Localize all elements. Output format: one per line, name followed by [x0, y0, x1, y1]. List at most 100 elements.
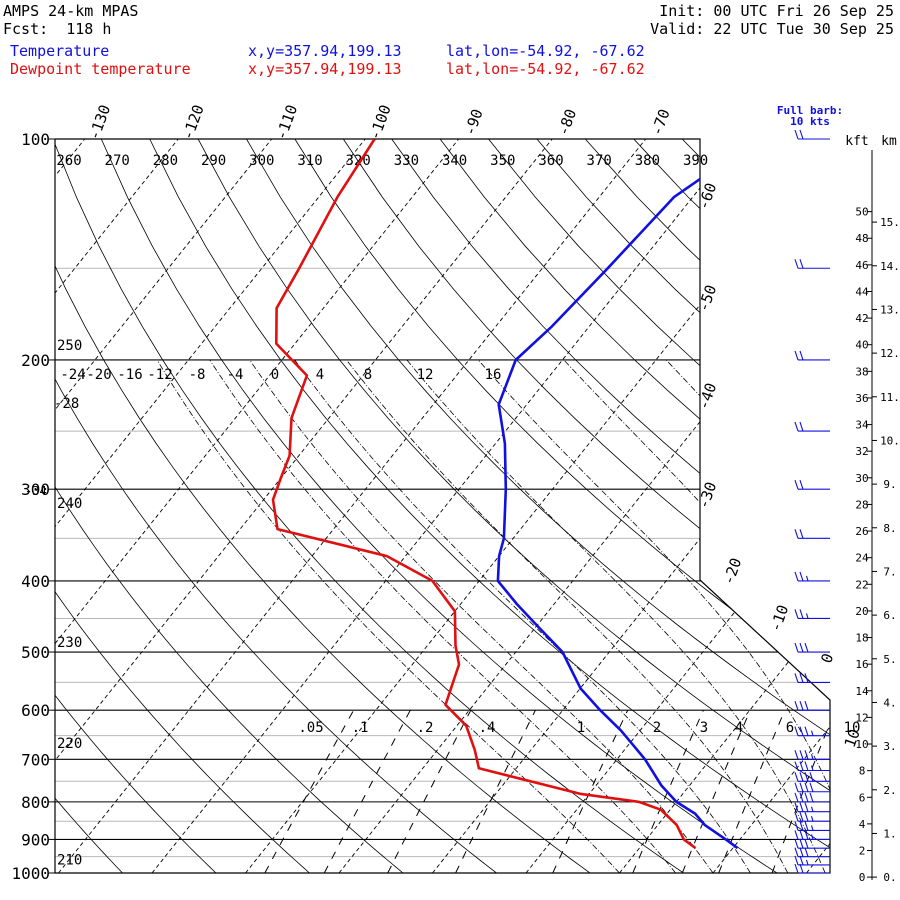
kft-tick-label: 50	[855, 206, 868, 219]
thetae-label: -8	[189, 367, 206, 383]
barb-flag	[794, 609, 799, 619]
km-tick-label: 5.	[883, 653, 896, 666]
pressure-tick-label: 600	[21, 701, 50, 720]
km-tick-label: 14.	[880, 260, 900, 273]
wind-barb	[794, 821, 830, 831]
barb-flag	[794, 480, 799, 490]
isotherm-line	[619, 139, 830, 873]
barb-flag	[799, 259, 804, 269]
kft-tick-label: 38	[855, 365, 868, 378]
pressure-tick-label: 700	[21, 750, 50, 769]
wind-barb	[794, 726, 830, 737]
pressure-tick-label: 200	[21, 351, 50, 370]
barb-flag	[794, 350, 799, 361]
km-tick-label: 2.	[883, 784, 896, 797]
kft-tick-label: 2	[859, 844, 866, 857]
pressure-tick-label: 800	[21, 793, 50, 812]
kft-tick-label: 0	[859, 871, 866, 884]
moist-adiabat-line	[249, 359, 714, 873]
valid-time: Valid: 22 UTC Tue 30 Sep 25	[650, 20, 894, 38]
barb-flag	[799, 480, 804, 490]
wind-barb	[794, 838, 830, 849]
isotherm-top-label: -130	[85, 102, 114, 142]
mixing-ratio-line	[387, 709, 472, 873]
mixing-ratio-label: .4	[479, 720, 496, 736]
wind-barb	[794, 830, 830, 840]
barb-flag	[794, 673, 799, 683]
barb-flag	[799, 802, 804, 812]
barb-flag	[804, 838, 809, 849]
mixing-ratio-label: .1	[352, 720, 369, 736]
pressure-tick-label: 400	[21, 572, 50, 591]
mixing-ratio-label: 1	[577, 720, 585, 736]
thetae-label: 16	[485, 367, 502, 383]
theta-top-label: 280	[153, 153, 178, 169]
theta-top-label: 310	[297, 153, 322, 169]
barb-half-flag	[810, 834, 814, 840]
wind-barb	[794, 700, 830, 711]
barb-flag	[804, 642, 809, 653]
km-tick-label: 8.	[883, 522, 896, 535]
barb-flag	[794, 259, 799, 269]
km-tick-label: 15.	[880, 216, 900, 229]
wind-barb	[794, 571, 830, 582]
isotherm-line	[151, 139, 740, 873]
barb-flag	[804, 761, 809, 771]
barb-flag	[794, 642, 799, 653]
mixing-ratio-line	[771, 710, 830, 873]
barb-flag	[799, 642, 804, 653]
plot-border	[54, 138, 831, 874]
km-tick-label: 0.	[883, 871, 896, 884]
legend-dewpoint-xy: x,y=357.94,199.13	[248, 60, 402, 78]
isotherm-right-label: 10	[841, 727, 864, 750]
kft-tick-label: 10	[855, 738, 868, 751]
dry-adiabat-line	[55, 139, 310, 873]
dry-adiabat-line	[778, 139, 830, 873]
dry-adiabat-line	[55, 139, 123, 873]
dry-adiabat-line	[55, 139, 217, 873]
barb-flag	[804, 750, 809, 760]
thetae-label: -12	[147, 367, 172, 383]
barb-flag	[799, 761, 804, 771]
barb-flag	[799, 838, 804, 849]
barb-flag	[809, 782, 814, 792]
thetae-label: 0	[271, 367, 279, 383]
mixing-ratio-line	[552, 709, 629, 873]
dry-adiabat-line	[391, 139, 830, 873]
barb-flag	[799, 673, 804, 683]
wind-barb	[794, 782, 830, 793]
barb-flag	[804, 700, 809, 711]
moist-adiabat-line	[209, 359, 676, 873]
isotherm-top-label: -80	[554, 107, 580, 139]
pressure-tick-label: 300	[21, 480, 50, 499]
barb-flag	[799, 863, 804, 874]
kft-tick-label: 20	[855, 605, 868, 618]
barb-half-flag	[810, 754, 814, 760]
barb-flag	[794, 838, 799, 849]
theta-top-label: 300	[249, 153, 274, 169]
moist-adiabat-line	[406, 359, 826, 873]
kft-tick-label: 44	[855, 285, 869, 298]
dry-adiabat-line	[439, 139, 830, 873]
barb-half-flag	[805, 575, 809, 582]
barb-flag	[794, 830, 799, 840]
barb-flag	[794, 750, 799, 760]
legend-temperature-latlon: lat,lon=-54.92, -67.62	[446, 42, 645, 60]
mixing-ratio-line	[718, 710, 786, 873]
barb-half-flag	[810, 765, 814, 771]
kft-tick-label: 40	[855, 339, 868, 352]
barb-legend-line2: 10 kts	[790, 115, 830, 128]
moist-adiabat-line	[563, 359, 830, 873]
kft-tick-label: 32	[855, 445, 868, 458]
km-axis-title: km	[881, 134, 897, 149]
kft-tick-label: 24	[855, 552, 869, 565]
kft-tick-label: 6	[859, 791, 866, 804]
isotherm-right-label: -40	[694, 380, 720, 412]
barb-flag	[804, 673, 809, 683]
barb-flag	[794, 782, 799, 792]
moist-adiabat-line	[346, 359, 789, 873]
km-tick-label: 7.	[883, 565, 896, 578]
dry-adiabat-line	[55, 139, 591, 873]
dry-adiabat-line	[100, 139, 778, 873]
dry-adiabat-line	[197, 139, 830, 873]
